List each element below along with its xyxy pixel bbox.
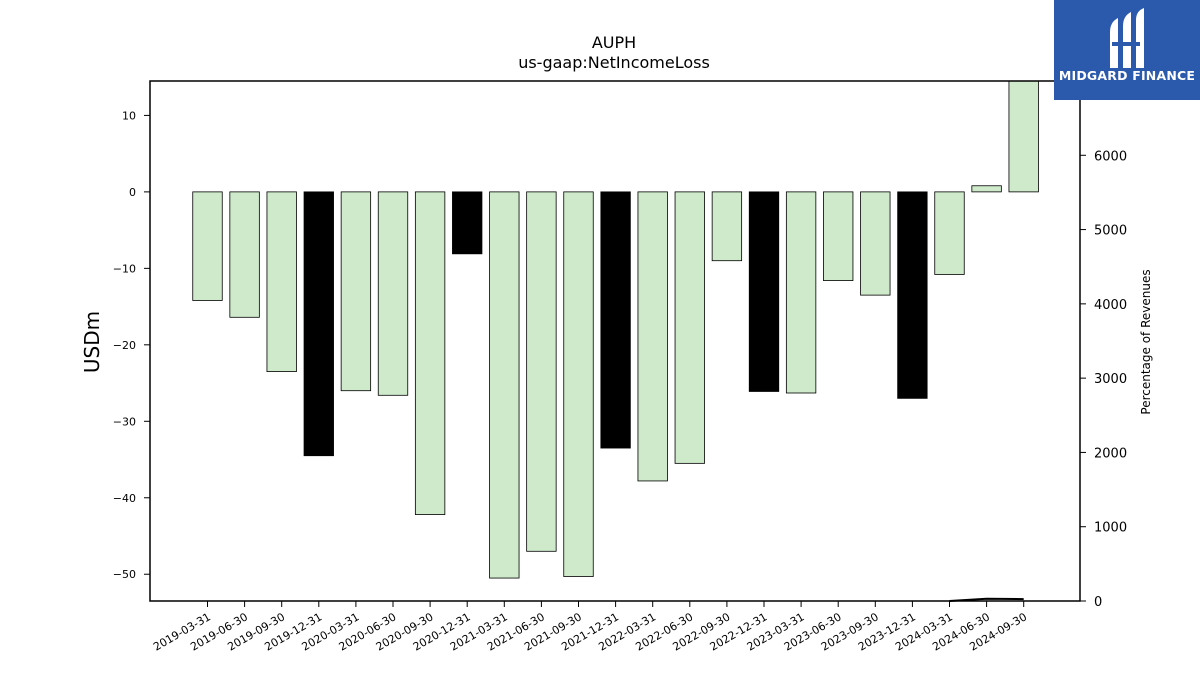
bar-2019-12-31	[303, 191, 334, 457]
bar-2022-12-31	[748, 191, 780, 392]
y2-tick-label: 5000	[1094, 224, 1127, 239]
y-tick-label: −30	[113, 415, 136, 428]
bar-2024-09-30	[1008, 80, 1039, 193]
y2-tick-label: 4000	[1094, 298, 1127, 313]
x-axis-ticks: 2019-03-312019-06-302019-09-302019-12-31…	[151, 601, 1029, 654]
y-tick-label: −20	[113, 339, 136, 352]
y2-tick-label: 0	[1094, 595, 1102, 610]
y-tick-label: −40	[113, 492, 136, 505]
bar-2019-09-30	[266, 191, 297, 372]
y-axis-ticks: 10 0 −10 −20 −30 −40 −50	[113, 109, 150, 581]
bar-2020-09-30	[414, 191, 446, 515]
bar-2022-06-30	[674, 191, 705, 464]
bar-2021-06-30	[526, 191, 557, 552]
bar-2023-12-31	[897, 191, 928, 399]
y2-tick-label: 1000	[1094, 521, 1127, 536]
chart-title: AUPH	[592, 33, 636, 52]
plot-frame	[149, 80, 1081, 602]
bar-2021-12-31	[600, 191, 631, 449]
y2-tick-label: 3000	[1094, 372, 1127, 387]
logo-badge: MIDGARD FINANCE	[1054, 0, 1200, 100]
bar-2021-09-30	[563, 191, 594, 577]
y-tick-label: −50	[113, 568, 136, 581]
y-tick-label: 10	[122, 109, 136, 122]
y2-axis-label: Percentage of Revenues	[1139, 269, 1153, 414]
y-tick-label: −10	[113, 262, 136, 275]
bar-2019-03-31	[192, 191, 223, 301]
bar-2020-06-30	[377, 191, 409, 396]
bar-2024-03-31	[934, 191, 965, 275]
bar-2023-09-30	[860, 191, 891, 296]
chart-subtitle: us-gaap:NetIncomeLoss	[518, 53, 710, 72]
midgard-logo-icon	[1110, 8, 1144, 68]
bar-2022-03-31	[637, 191, 668, 482]
bars-group	[192, 80, 1039, 579]
bar-2020-12-31	[452, 191, 483, 255]
logo-text: MIDGARD FINANCE	[1058, 68, 1196, 83]
bar-2023-03-31	[785, 191, 817, 394]
bar-2019-06-30	[229, 191, 260, 318]
y2-tick-label: 2000	[1094, 446, 1127, 461]
bar-2024-06-30	[971, 185, 1002, 193]
y2-axis-ticks: 01000200030004000500060007000	[1080, 75, 1127, 610]
y2-tick-label: 6000	[1094, 149, 1127, 164]
bar-2021-03-31	[489, 191, 520, 579]
y-tick-label: 0	[129, 186, 136, 199]
bar-2023-06-30	[823, 191, 854, 281]
bar-2022-09-30	[711, 191, 743, 262]
bar-2020-03-31	[340, 191, 372, 392]
y-axis-label: USDm	[80, 311, 104, 373]
